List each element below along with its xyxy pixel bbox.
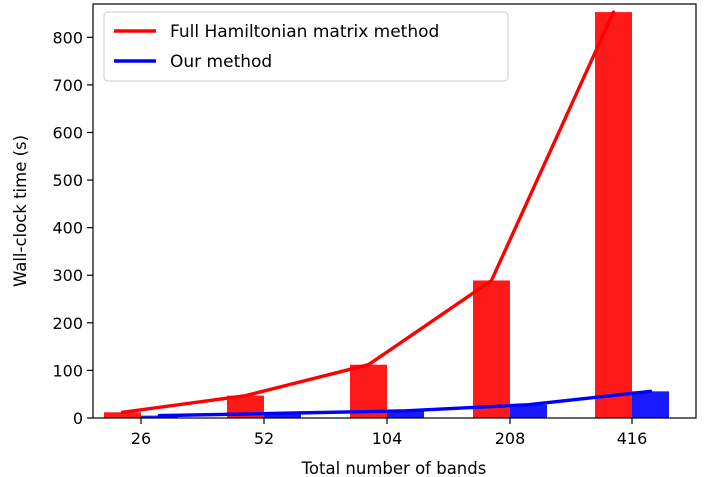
bars-layer	[104, 12, 669, 418]
y-tick-label-100: 100	[52, 361, 83, 380]
y-tick-label-200: 200	[52, 314, 83, 333]
bar-full-hamiltonian-208	[473, 280, 510, 418]
x-tick-label-208: 208	[495, 429, 526, 448]
bar-our-method-208	[510, 404, 547, 418]
bar-our-method-104	[387, 410, 424, 418]
y-tick-label-400: 400	[52, 219, 83, 238]
y-tick-label-700: 700	[52, 76, 83, 95]
y-tick-label-800: 800	[52, 28, 83, 47]
plot-frame	[92, 3, 697, 419]
x-axis: 26 52 104 208 416	[131, 418, 647, 448]
legend-label-our-method: Our method	[170, 52, 272, 72]
x-tick-label-52: 52	[254, 429, 274, 448]
bar-our-method-416	[632, 391, 669, 418]
bar-full-hamiltonian-416	[595, 12, 632, 418]
legend: Full Hamiltonian matrix method Our metho…	[103, 11, 509, 82]
y-tick-label-0: 0	[73, 409, 83, 428]
bar-our-method-52	[264, 413, 301, 418]
y-tick-label-500: 500	[52, 171, 83, 190]
y-tick-label-300: 300	[52, 266, 83, 285]
lines-layer	[120, 10, 653, 418]
x-tick-label-26: 26	[131, 429, 151, 448]
y-tick-label-600: 600	[52, 123, 83, 142]
x-tick-label-416: 416	[617, 429, 648, 448]
y-axis-label: Wall-clock time (s)	[11, 135, 30, 287]
bar-full-hamiltonian-104	[350, 364, 387, 418]
line-our-method	[157, 389, 653, 418]
legend-label-full-hamiltonian: Full Hamiltonian matrix method	[170, 22, 439, 42]
x-tick-label-104: 104	[372, 429, 403, 448]
bar-full-hamiltonian-26	[104, 412, 141, 418]
legend-box	[103, 11, 509, 82]
x-axis-label: Total number of bands	[301, 459, 487, 477]
line-full-hamiltonian	[120, 10, 616, 414]
y-axis: 0 100 200 300 400 500 600 700 800	[52, 28, 93, 428]
